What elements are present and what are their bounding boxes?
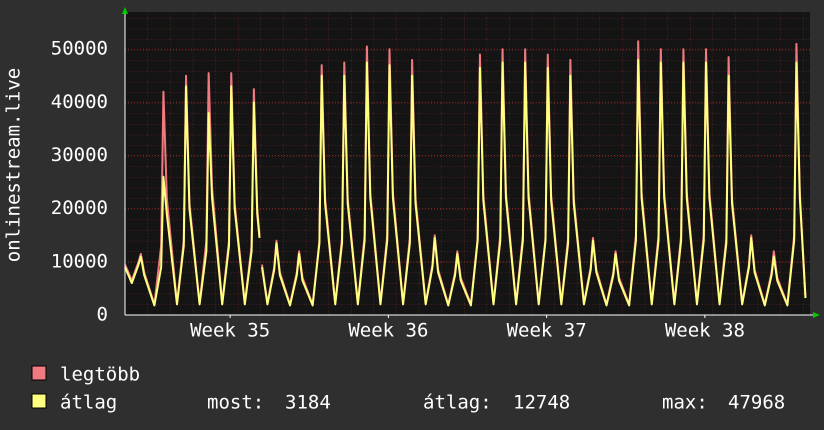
x-tick-label: Week 37 [507,320,587,342]
y-tick-label: 40000 [51,91,108,113]
y-arrow [122,7,128,14]
legend-swatch [31,393,47,409]
stat-value: 3184 [285,392,331,414]
y-axis-label: onlinestream.live [3,68,25,262]
y-tick-label: 30000 [51,144,108,166]
stat-value: 12748 [513,392,570,414]
stat-label: átlag: [423,392,492,414]
legend-label: legtöbb [60,364,140,386]
x-tick-label: Week 36 [348,320,428,342]
legend-swatch [31,365,47,381]
stat-label: max: [662,392,708,414]
x-tick-label: Week 38 [665,320,745,342]
legend-label: átlag [60,392,117,414]
y-tick-label: 50000 [51,38,108,60]
x-arrow [813,312,820,318]
stat-value: 47968 [728,392,785,414]
minor-grid [125,12,810,315]
stat-label: most: [207,392,264,414]
y-tick-label: 10000 [51,250,108,272]
y-tick-label: 0 [97,304,108,326]
series-line [124,59,807,307]
y-tick-label: 20000 [51,197,108,219]
x-tick-label: Week 35 [190,320,270,342]
